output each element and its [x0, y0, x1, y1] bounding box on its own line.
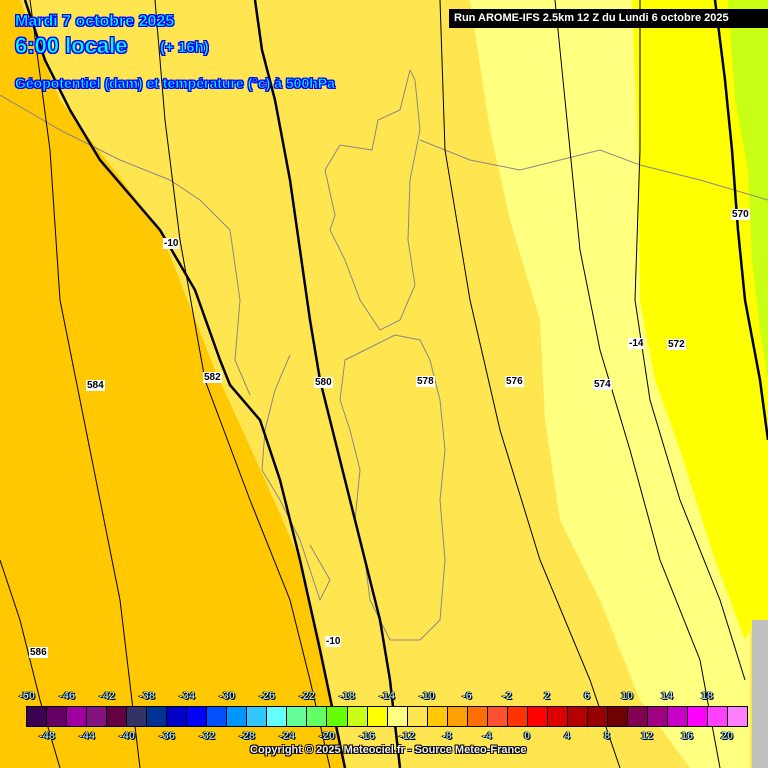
legend-label-bottom: -36: [159, 730, 175, 742]
legend-swatch: [247, 707, 268, 726]
forecast-date: Mardi 7 octobre 2025: [15, 13, 175, 31]
temperature-isotherms: [0, 0, 746, 768]
legend-label-top: -26: [259, 690, 275, 702]
legend-swatch: [207, 707, 228, 726]
legend-label-bottom: -16: [359, 730, 375, 742]
contour-label: 580: [314, 377, 333, 388]
legend-label-bottom: -44: [79, 730, 95, 742]
legend-label-bottom: -24: [279, 730, 295, 742]
legend-swatch: [447, 707, 468, 726]
legend-swatch: [167, 707, 188, 726]
legend-label-bottom: -40: [119, 730, 135, 742]
contour-label: 586: [29, 647, 48, 658]
legend-swatch: [507, 707, 528, 726]
legend-label-bottom: 16: [680, 730, 694, 742]
copyright: Copyright © 2025 Meteociel.fr - Source M…: [250, 744, 527, 756]
contour-label: 578: [416, 376, 435, 387]
legend-swatch: [708, 707, 729, 726]
legend-label-bottom: 20: [720, 730, 734, 742]
legend-label-top: -42: [99, 690, 115, 702]
legend-swatch: [547, 707, 568, 726]
legend-label-top: 10: [620, 690, 634, 702]
legend-swatch: [668, 707, 689, 726]
contour-label: -10: [163, 238, 180, 249]
legend-swatch: [427, 707, 448, 726]
legend-label-bottom: 0: [523, 730, 531, 742]
legend-swatch: [327, 707, 348, 726]
legend-swatch: [227, 707, 248, 726]
legend-swatch: [127, 707, 148, 726]
lead-time: (+ 16h): [160, 39, 209, 57]
contour-label: -14: [628, 338, 645, 349]
legend-swatch: [607, 707, 628, 726]
legend-swatch: [47, 707, 68, 726]
legend-label-bottom: -8: [442, 730, 452, 742]
no-data-area: [752, 620, 768, 768]
legend-swatch: [147, 707, 168, 726]
contour-label: 574: [593, 379, 612, 390]
legend-swatch: [407, 707, 428, 726]
legend-swatch: [387, 707, 408, 726]
contour-label: 572: [667, 339, 686, 350]
legend-label-bottom: -4: [482, 730, 492, 742]
legend-swatch: [67, 707, 88, 726]
legend-swatch: [267, 707, 288, 726]
contour-label: 582: [203, 372, 222, 383]
contour-label: 570: [731, 209, 750, 220]
legend-label-top: -14: [379, 690, 395, 702]
legend-label-bottom: -48: [39, 730, 55, 742]
legend-label-top: -34: [179, 690, 195, 702]
legend-label-top: 6: [583, 690, 591, 702]
legend-label-top: 14: [660, 690, 674, 702]
legend-label-top: -6: [462, 690, 472, 702]
legend-label-bottom: -12: [399, 730, 415, 742]
legend-swatch: [527, 707, 548, 726]
legend-label-bottom: 4: [563, 730, 571, 742]
legend-label-top: -50: [19, 690, 35, 702]
legend-label-top: -38: [139, 690, 155, 702]
legend-swatch: [587, 707, 608, 726]
legend-label-bottom: -32: [199, 730, 215, 742]
legend-swatch: [567, 707, 588, 726]
legend-label-top: 2: [543, 690, 551, 702]
legend-label-top: -30: [219, 690, 235, 702]
legend-swatch: [287, 707, 308, 726]
legend-label-top: -10: [419, 690, 435, 702]
contour-label: 584: [86, 380, 105, 391]
legend-label-top: 18: [700, 690, 714, 702]
legend-label-top: -2: [502, 690, 512, 702]
legend-swatch: [688, 707, 709, 726]
legend-swatch: [647, 707, 668, 726]
contour-label: 576: [505, 376, 524, 387]
legend-swatch: [27, 707, 48, 726]
color-scale-legend: [26, 706, 748, 727]
legend-swatch: [87, 707, 108, 726]
legend-swatch: [728, 707, 748, 726]
coastlines: [0, 69, 768, 641]
legend-label-top: -46: [59, 690, 75, 702]
legend-label-bottom: 12: [640, 730, 654, 742]
legend-swatch: [347, 707, 368, 726]
contour-label: -10: [325, 636, 342, 647]
legend-label-top: -22: [299, 690, 315, 702]
model-run-info: Run AROME-IFS 2.5km 12 Z du Lundi 6 octo…: [449, 9, 768, 28]
legend-swatch: [307, 707, 328, 726]
legend-swatch: [627, 707, 648, 726]
legend-swatch: [367, 707, 388, 726]
temp-band-minus10: [0, 0, 345, 768]
legend-label-top: -18: [339, 690, 355, 702]
legend-swatch: [187, 707, 208, 726]
legend-swatch: [467, 707, 488, 726]
legend-label-bottom: -20: [319, 730, 335, 742]
temp-band-minus18: [728, 0, 768, 380]
legend-label-bottom: 8: [603, 730, 611, 742]
legend-swatch: [487, 707, 508, 726]
forecast-time: 6:00 locale: [15, 33, 128, 59]
legend-label-bottom: -28: [239, 730, 255, 742]
legend-swatch: [107, 707, 128, 726]
parameter-title: Géopotentiel (dam) et température (°c) à…: [15, 75, 336, 92]
